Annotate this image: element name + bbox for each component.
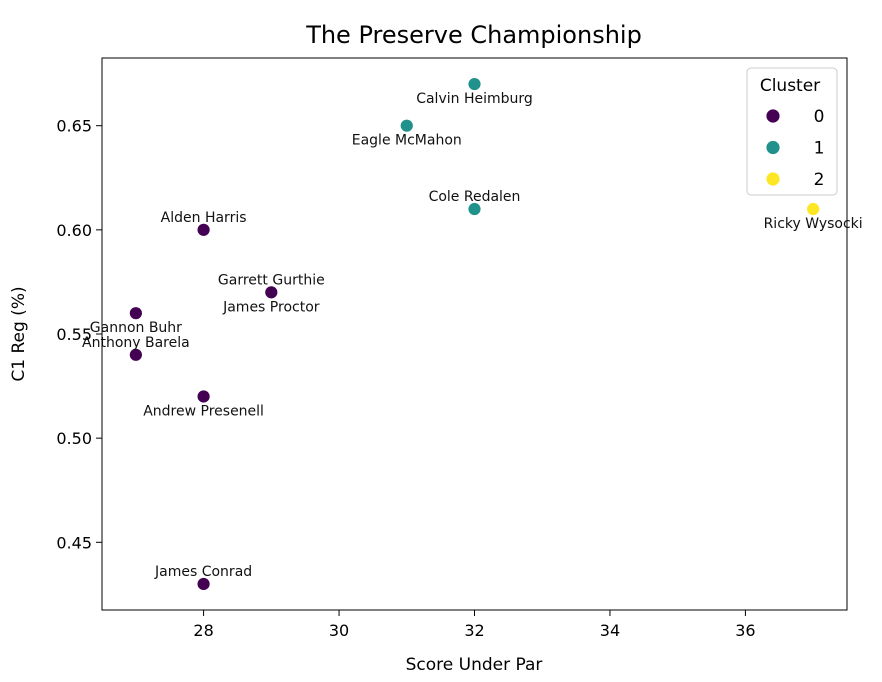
y-tick-label: 0.65 bbox=[56, 117, 92, 136]
data-point bbox=[399, 118, 414, 133]
point-label: Garrett Gurthie bbox=[218, 272, 325, 288]
legend-marker bbox=[765, 140, 781, 155]
point-label: James Conrad bbox=[154, 564, 252, 580]
legend-marker bbox=[765, 171, 781, 187]
legend-label: 1 bbox=[814, 139, 825, 159]
legend-label: 2 bbox=[814, 170, 825, 190]
data-point bbox=[467, 77, 482, 91]
x-tick-label: 28 bbox=[193, 621, 213, 640]
points-layer bbox=[128, 77, 821, 591]
y-tick-label: 0.60 bbox=[56, 221, 92, 240]
point-label: James Proctor bbox=[222, 299, 320, 315]
legend-entries: 0 1 2 bbox=[765, 107, 825, 190]
legend-title: Cluster bbox=[760, 76, 820, 96]
data-point bbox=[467, 202, 482, 216]
x-axis-ticks: 28 30 32 34 36 bbox=[193, 610, 756, 640]
x-tick-label: 36 bbox=[735, 621, 755, 640]
y-axis-ticks: 0.45 0.50 0.55 0.60 0.65 bbox=[56, 117, 102, 552]
legend: Cluster 0 1 2 bbox=[746, 67, 838, 196]
y-tick-label: 0.50 bbox=[56, 429, 92, 448]
data-point bbox=[128, 347, 143, 362]
data-point bbox=[128, 306, 143, 321]
legend-marker bbox=[765, 108, 781, 124]
y-tick-label: 0.55 bbox=[56, 325, 92, 344]
y-axis-label: C1 Reg (%) bbox=[9, 286, 29, 381]
point-label: Cole Redalen bbox=[429, 189, 521, 205]
data-point bbox=[264, 285, 279, 300]
point-label: Eagle McMahon bbox=[352, 133, 462, 149]
point-label: Ricky Wysocki bbox=[764, 216, 863, 232]
x-tick-label: 30 bbox=[329, 621, 349, 640]
point-labels-layer: Calvin Heimburg Eagle McMahon Cole Redalen… bbox=[82, 91, 863, 580]
data-point bbox=[196, 577, 211, 591]
x-axis-label: Score Under Par bbox=[406, 655, 543, 675]
y-tick-label: 0.45 bbox=[56, 533, 92, 552]
legend-label: 0 bbox=[814, 107, 825, 127]
point-label: Calvin Heimburg bbox=[416, 91, 533, 107]
point-label: Andrew Presenell bbox=[143, 403, 264, 419]
x-tick-label: 34 bbox=[600, 621, 620, 640]
data-point bbox=[196, 222, 211, 237]
point-label: Anthony Barela bbox=[82, 335, 190, 351]
chart-title: The Preserve Championship bbox=[305, 21, 642, 49]
legend-box bbox=[746, 67, 838, 196]
point-label: Gannon Buhr bbox=[90, 320, 182, 336]
data-point bbox=[806, 202, 821, 216]
x-tick-label: 32 bbox=[464, 621, 484, 640]
data-point bbox=[196, 389, 211, 404]
point-label: Alden Harris bbox=[161, 210, 247, 226]
